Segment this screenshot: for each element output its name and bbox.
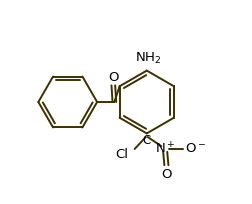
- Text: Cl: Cl: [115, 148, 128, 161]
- Text: N$^+$: N$^+$: [154, 141, 175, 156]
- Text: NH$_2$: NH$_2$: [134, 51, 160, 66]
- Text: O: O: [108, 71, 118, 84]
- Text: C: C: [142, 134, 150, 147]
- Text: O: O: [160, 168, 171, 181]
- Text: O$^-$: O$^-$: [184, 142, 205, 155]
